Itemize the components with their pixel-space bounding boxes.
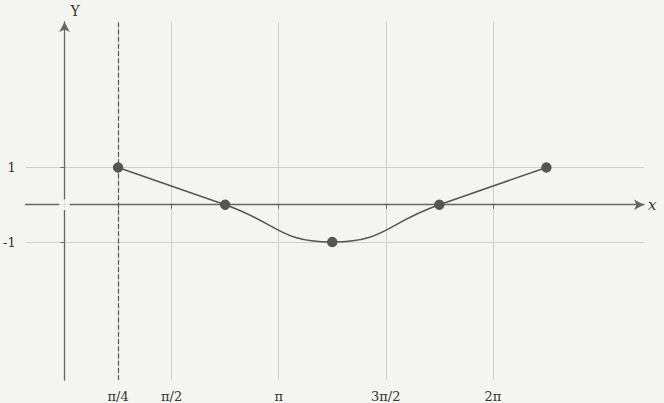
svg-text:Y: Y: [70, 3, 81, 19]
svg-text:1: 1: [7, 160, 15, 175]
svg-text:π: π: [274, 389, 283, 403]
svg-text:x: x: [648, 196, 657, 214]
svg-text:π/4: π/4: [107, 389, 128, 403]
svg-text:2π: 2π: [484, 389, 501, 403]
svg-text:-1: -1: [3, 235, 16, 250]
svg-text:3π/2: 3π/2: [371, 389, 400, 403]
svg-text:π/2: π/2: [161, 389, 182, 403]
